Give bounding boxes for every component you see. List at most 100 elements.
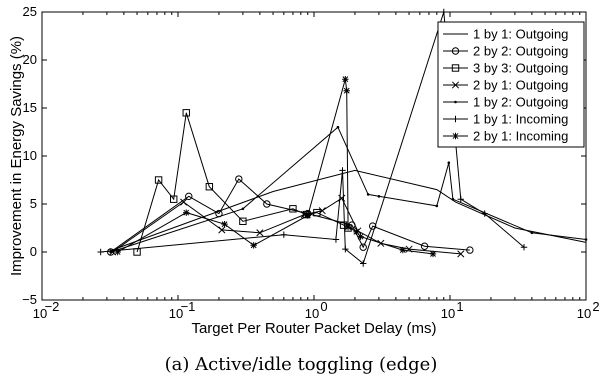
series-7-point [399, 246, 407, 254]
series-3-point [289, 205, 297, 213]
legend-marker [451, 64, 460, 72]
legend-label: 1 by 1: Outgoing [473, 27, 568, 42]
series-6-point [457, 196, 464, 203]
series-2-point [368, 222, 377, 230]
series-7-point [429, 250, 437, 258]
series-3-point [133, 248, 141, 256]
legend-label: 3 by 3: Outgoing [473, 61, 568, 76]
series-5-point [377, 195, 381, 198]
legend-item: 2 by 1: Outgoing [443, 78, 568, 93]
series-7-point [221, 220, 228, 228]
series-6-line [100, 11, 525, 265]
x-tick-exponent: 0 [320, 299, 327, 314]
series-6-point [339, 167, 346, 174]
legend-marker [451, 47, 460, 55]
x-axis-label: Target Per Router Packet Delay (ms) [191, 320, 436, 337]
series-5-point [366, 193, 370, 196]
series-4-point [318, 207, 326, 215]
x-tick-label: 10 [305, 306, 319, 321]
series-3-point [182, 109, 190, 117]
legend-label: 1 by 2: Outgoing [473, 95, 568, 110]
y-tick-label: −5 [22, 292, 37, 307]
series-6-point [332, 236, 340, 243]
series-5-line [110, 126, 587, 253]
x-tick-label: 10 [169, 306, 183, 321]
series-5-point [451, 197, 455, 201]
series-6-point [342, 245, 349, 253]
y-tick-label: 15 [23, 100, 37, 115]
series-1 [106, 169, 587, 253]
series-7 [114, 76, 437, 258]
x-tick-label: 10 [577, 306, 591, 321]
y-tick-label: 20 [23, 52, 37, 67]
series-3-line [136, 112, 349, 253]
legend: 1 by 1: Outgoing 2 by 2: Outgoing 3 by 3: … [437, 21, 585, 148]
series-1-line [106, 169, 587, 253]
x-tick-label: 10 [33, 306, 47, 321]
series-7-point [353, 228, 360, 236]
series-2-point [107, 248, 115, 256]
series-5-point [336, 125, 340, 129]
figure-caption: (a) Active/idle toggling (edge) [164, 354, 438, 375]
series-4-point [108, 248, 117, 256]
series-3-point [154, 176, 163, 184]
legend-item: 2 by 1: Incoming [443, 129, 568, 144]
series-4-point [457, 250, 465, 258]
y-tick-label: 10 [23, 148, 37, 163]
legend-item: 1 by 1: Incoming [443, 112, 568, 127]
series-2-point [420, 242, 429, 250]
legend-item: 1 by 2: Outgoing [443, 95, 568, 110]
series-2-point [466, 246, 474, 254]
legend-label: 2 by 2: Outgoing [473, 44, 568, 59]
series-6-point [481, 210, 488, 217]
series-7-point [343, 87, 350, 94]
y-tick-label: 25 [23, 4, 37, 19]
series-4-point [180, 198, 188, 206]
series-2-point [263, 200, 271, 208]
series-3-point [205, 183, 214, 191]
series-6 [97, 8, 528, 267]
x-tick-exponent: 1 [456, 299, 463, 314]
series-2-point [235, 175, 243, 183]
series-3-point [239, 217, 247, 225]
series-7-point [344, 223, 352, 231]
series-7-line [117, 79, 434, 255]
series-2-point [185, 192, 193, 201]
x-tick-exponent: −1 [181, 299, 196, 314]
series-5-point [435, 204, 439, 208]
legend-marker [452, 115, 459, 123]
legend-marker [454, 100, 457, 104]
series-3-point [170, 195, 178, 203]
legend-marker [451, 81, 460, 89]
legend-item: 3 by 3: Outgoing [443, 61, 568, 76]
legend-item: 1 by 1: Outgoing [443, 27, 568, 42]
series-5-point [530, 231, 534, 235]
series-4-point [256, 229, 264, 237]
legend-label: 2 by 1: Incoming [473, 129, 568, 144]
x-tick-label: 10 [441, 306, 455, 321]
series-7-point [342, 76, 349, 83]
series-6-point [359, 260, 367, 267]
series-2-point [359, 243, 367, 251]
y-tick-label: 0 [30, 244, 37, 259]
y-axis-label: Improvement in Energy Savings (%) [8, 36, 25, 276]
x-tick-exponent: −2 [45, 299, 60, 314]
legend-label: 2 by 1: Outgoing [473, 78, 568, 93]
series-4-point [218, 226, 226, 234]
series-7-point [183, 209, 190, 216]
legend-label: 1 by 1: Incoming [473, 112, 568, 127]
y-tick-label: 5 [30, 196, 37, 211]
series-5-point [241, 207, 245, 211]
series-5-point [447, 161, 451, 165]
series-6-point [280, 231, 288, 238]
series-6-point [520, 244, 528, 251]
series-7-point [357, 233, 364, 240]
legend-item: 2 by 2: Outgoing [443, 44, 568, 59]
series-7-point [250, 242, 257, 249]
legend-marker [452, 132, 459, 140]
series-7-point [304, 212, 311, 219]
x-tick-exponent: 2 [592, 299, 599, 314]
series-6-point [97, 248, 104, 256]
series-2 [107, 175, 474, 256]
